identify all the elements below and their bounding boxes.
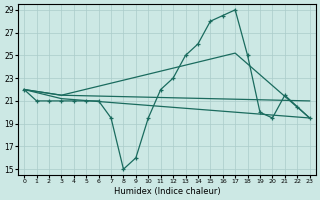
X-axis label: Humidex (Indice chaleur): Humidex (Indice chaleur) bbox=[114, 187, 220, 196]
